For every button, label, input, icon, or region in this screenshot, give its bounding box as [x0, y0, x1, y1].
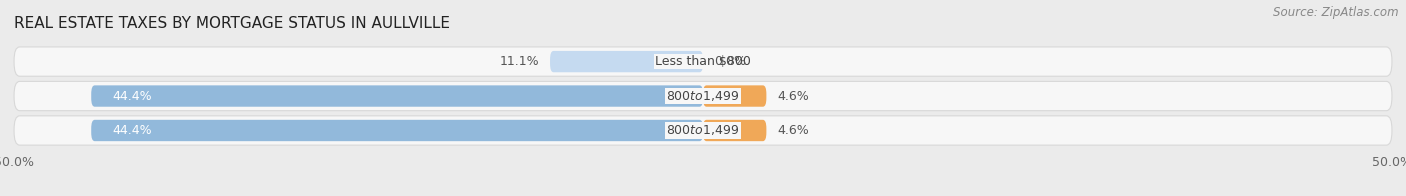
- Text: Less than $800: Less than $800: [655, 55, 751, 68]
- FancyBboxPatch shape: [14, 81, 1392, 111]
- Text: Source: ZipAtlas.com: Source: ZipAtlas.com: [1274, 6, 1399, 19]
- Text: 44.4%: 44.4%: [112, 90, 152, 103]
- FancyBboxPatch shape: [14, 47, 1392, 76]
- Text: $800 to $1,499: $800 to $1,499: [666, 123, 740, 137]
- Text: 11.1%: 11.1%: [499, 55, 538, 68]
- Text: $800 to $1,499: $800 to $1,499: [666, 89, 740, 103]
- FancyBboxPatch shape: [91, 120, 703, 141]
- Text: REAL ESTATE TAXES BY MORTGAGE STATUS IN AULLVILLE: REAL ESTATE TAXES BY MORTGAGE STATUS IN …: [14, 16, 450, 31]
- FancyBboxPatch shape: [550, 51, 703, 72]
- FancyBboxPatch shape: [14, 116, 1392, 145]
- FancyBboxPatch shape: [703, 85, 766, 107]
- Text: 4.6%: 4.6%: [778, 124, 810, 137]
- FancyBboxPatch shape: [91, 85, 703, 107]
- Legend: Without Mortgage, With Mortgage: Without Mortgage, With Mortgage: [567, 194, 839, 196]
- Text: 0.0%: 0.0%: [714, 55, 747, 68]
- Text: 44.4%: 44.4%: [112, 124, 152, 137]
- FancyBboxPatch shape: [703, 120, 766, 141]
- Text: 4.6%: 4.6%: [778, 90, 810, 103]
